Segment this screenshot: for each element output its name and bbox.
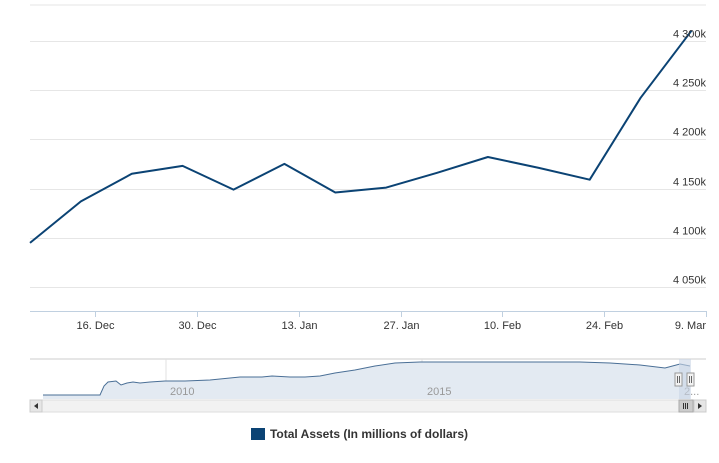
y-tick-label: 4 300k bbox=[673, 29, 707, 41]
chevron-right-icon bbox=[698, 403, 702, 409]
navigator-year-label: 2015 bbox=[427, 386, 451, 398]
x-tick-label: 16. Dec bbox=[77, 320, 115, 332]
chart-legend[interactable]: Total Assets (In millions of dollars) bbox=[0, 427, 719, 441]
x-tick-label: 27. Jan bbox=[383, 320, 419, 332]
x-tick-label: 30. Dec bbox=[179, 320, 217, 332]
y-tick-label: 4 150k bbox=[673, 177, 707, 189]
y-tick-label: 4 050k bbox=[673, 275, 707, 287]
legend-label: Total Assets (In millions of dollars) bbox=[269, 427, 469, 441]
chevron-left-icon bbox=[34, 403, 38, 409]
scrollbar[interactable] bbox=[29, 399, 707, 413]
scrollbar-track[interactable] bbox=[29, 399, 707, 413]
series-line bbox=[29, 30, 693, 244]
y-tick-label: 4 250k bbox=[673, 78, 707, 90]
x-tick-label: 9. Mar bbox=[675, 320, 707, 332]
legend-swatch bbox=[250, 428, 265, 440]
y-tick-label: 4 100k bbox=[673, 226, 707, 238]
navigator-right-handle[interactable] bbox=[686, 372, 695, 387]
x-tick-label: 24. Feb bbox=[586, 320, 623, 332]
navigator-left-handle[interactable] bbox=[674, 372, 683, 387]
navigator-line bbox=[43, 361, 691, 396]
y-tick-label: 4 200k bbox=[673, 127, 707, 139]
x-tick-label: 13. Jan bbox=[281, 320, 317, 332]
navigator-year-label: 2010 bbox=[170, 386, 194, 398]
x-tick-label: 10. Feb bbox=[484, 320, 521, 332]
navigator-selected-range[interactable] bbox=[679, 359, 691, 399]
navigator[interactable]: 2010 2015 2... bbox=[30, 358, 706, 399]
navigator-area bbox=[43, 362, 690, 399]
